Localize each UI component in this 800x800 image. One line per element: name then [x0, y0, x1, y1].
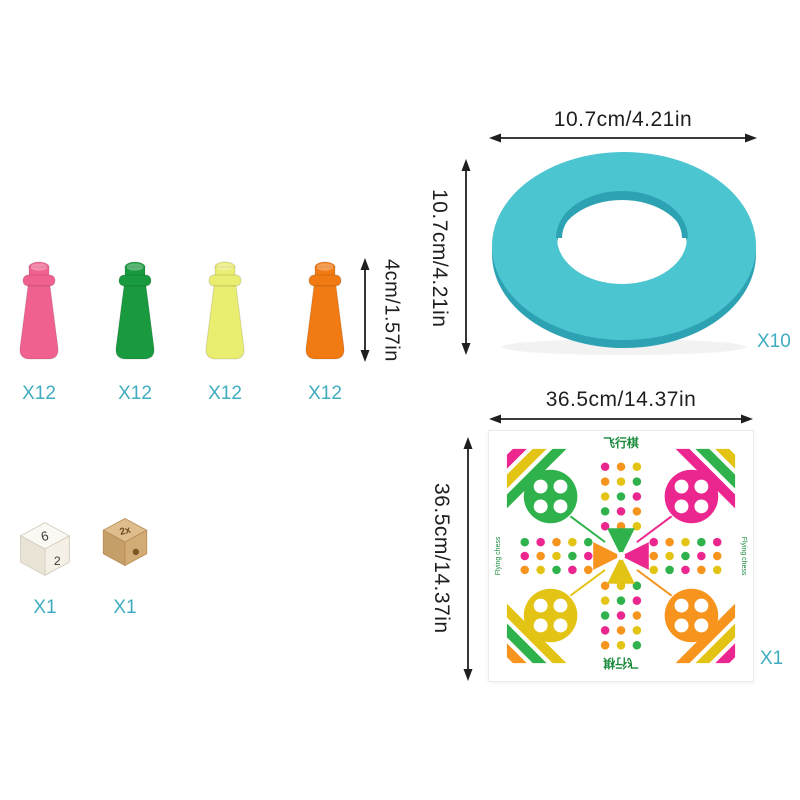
- game-board-image: 飞行棋 飞行棋 Flying chess Flying chess: [488, 430, 754, 682]
- board-height-label: 36.5cm/14.37in: [430, 482, 453, 634]
- ring-width-arrow: [489, 133, 757, 143]
- yellow-pawn-image: [205, 261, 245, 360]
- yellow-pawn-count: X12: [208, 383, 242, 404]
- pink-pawn-image: [19, 261, 59, 360]
- board-side-text-right: Flying chess: [740, 537, 747, 576]
- orange-pawn-count: X12: [308, 383, 342, 404]
- board-height-arrow: [463, 437, 473, 681]
- hangar-circles: [523, 469, 719, 643]
- wooden-die-top-face: 2x: [119, 524, 133, 538]
- orange-pawn-image: [305, 261, 345, 360]
- wooden-die-image: 2x: [102, 518, 148, 567]
- board-title-bottom: 飞行棋: [603, 656, 639, 670]
- pink-pawn-count: X12: [22, 383, 56, 404]
- board-title-top: 飞行棋: [603, 436, 639, 450]
- board-width-arrow: [489, 414, 753, 424]
- wooden-die-count: X1: [113, 597, 137, 618]
- ring-count: X10: [757, 331, 791, 352]
- white-die-image: 6 2: [19, 522, 71, 577]
- teal-ring-image: [492, 152, 756, 355]
- green-pawn-count: X12: [118, 383, 152, 404]
- ring-height-arrow: [461, 159, 471, 355]
- pawn-height-label: 4cm/1.57in: [380, 258, 403, 362]
- flight-path-lines: [569, 515, 673, 597]
- ring-width-label: 10.7cm/4.21in: [553, 108, 693, 131]
- pawn-height-arrow: [360, 258, 370, 362]
- ring-height-label: 10.7cm/4.21in: [428, 188, 451, 328]
- track-dots: [520, 462, 722, 650]
- center-arrows: [593, 528, 649, 584]
- board-side-text-left: Flying chess: [495, 536, 502, 575]
- board-graphic: 飞行棋 飞行棋 Flying chess Flying chess: [495, 436, 747, 670]
- white-die-front-face: 2: [54, 554, 61, 568]
- white-die-count: X1: [33, 597, 57, 618]
- board-count: X1: [760, 648, 784, 669]
- white-die-top-face: 6: [39, 528, 50, 544]
- board-width-label: 36.5cm/14.37in: [545, 388, 697, 411]
- green-pawn-image: [115, 261, 155, 360]
- wooden-die-pip: [132, 548, 139, 556]
